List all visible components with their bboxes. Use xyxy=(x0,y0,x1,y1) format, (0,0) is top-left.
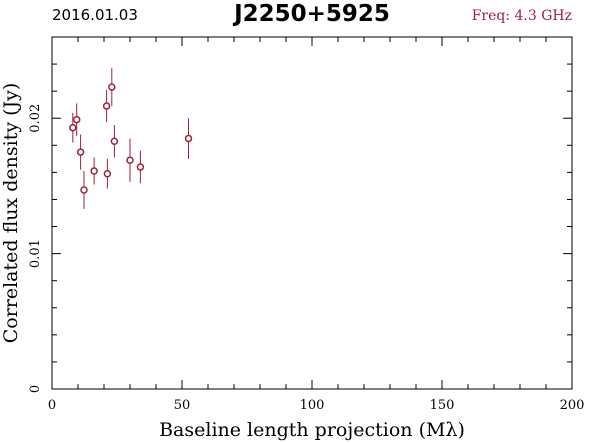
x-tick-label: 100 xyxy=(300,398,325,413)
x-tick-label: 150 xyxy=(430,398,455,413)
data-points xyxy=(69,68,193,209)
y-axis-label: Correlated flux density (Jy) xyxy=(0,83,22,344)
y-tick-label: 0.01 xyxy=(28,239,43,268)
data-point xyxy=(76,148,85,156)
data-point xyxy=(184,134,193,143)
x-tick-label: 0 xyxy=(48,398,56,413)
data-point xyxy=(136,163,145,171)
data-point xyxy=(110,137,119,145)
tick-labels: 0 50 100 150 200 0 0.01 0.02 xyxy=(28,104,584,413)
data-point xyxy=(108,83,116,91)
x-tick-label: 50 xyxy=(174,398,191,413)
x-axis-label: Baseline length projection (Mλ) xyxy=(159,419,465,441)
data-point xyxy=(90,167,98,175)
observation-date: 2016.01.03 xyxy=(52,6,138,24)
data-point xyxy=(126,156,134,164)
axis-ticks xyxy=(51,36,573,390)
data-point xyxy=(72,115,81,124)
chart-title: J2250+5925 xyxy=(232,1,390,27)
y-tick-label: 0 xyxy=(28,385,43,393)
frequency-label: Freq: 4.3 GHz xyxy=(472,8,572,24)
data-point xyxy=(69,123,77,132)
data-point xyxy=(102,102,111,110)
plot-frame xyxy=(51,36,573,390)
y-tick-label: 0.02 xyxy=(28,104,43,133)
x-tick-label: 200 xyxy=(560,398,585,413)
data-point xyxy=(103,169,112,178)
data-point xyxy=(80,186,88,194)
